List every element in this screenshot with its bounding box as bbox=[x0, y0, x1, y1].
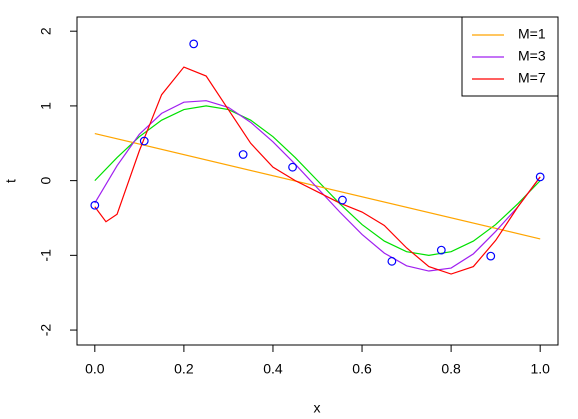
data-point bbox=[338, 195, 347, 205]
y-tick-label: 2 bbox=[38, 27, 54, 35]
data-point bbox=[288, 162, 297, 172]
legend-label: M=3 bbox=[518, 48, 546, 64]
series-line bbox=[94, 100, 541, 272]
y-tick-label: 1 bbox=[38, 102, 54, 110]
x-tick-label: 0.8 bbox=[441, 361, 461, 377]
x-tick-label: 0.0 bbox=[85, 361, 105, 377]
series-line bbox=[94, 66, 541, 275]
data-point bbox=[436, 245, 446, 255]
data-point bbox=[90, 200, 100, 210]
x-tick-label: 1.0 bbox=[530, 361, 550, 377]
series-line bbox=[94, 105, 541, 256]
legend-label: M=1 bbox=[518, 26, 546, 42]
data-point bbox=[486, 251, 496, 261]
y-axis-title: t bbox=[3, 179, 19, 183]
data-point bbox=[238, 150, 248, 159]
y-tick-label: 0 bbox=[38, 177, 54, 185]
series-line bbox=[94, 132, 541, 240]
x-tick-label: 0.4 bbox=[263, 361, 283, 377]
data-point bbox=[189, 39, 199, 49]
legend-box bbox=[461, 16, 559, 97]
legend-label: M=7 bbox=[518, 70, 546, 86]
y-tick-label: -1 bbox=[38, 249, 54, 262]
x-tick-label: 0.6 bbox=[352, 361, 372, 377]
data-point bbox=[387, 256, 397, 266]
x-axis-title: x bbox=[314, 400, 321, 416]
data-point bbox=[535, 172, 545, 182]
y-tick-label: -2 bbox=[38, 324, 54, 337]
x-tick-label: 0.2 bbox=[174, 361, 194, 377]
data-point bbox=[139, 136, 149, 146]
